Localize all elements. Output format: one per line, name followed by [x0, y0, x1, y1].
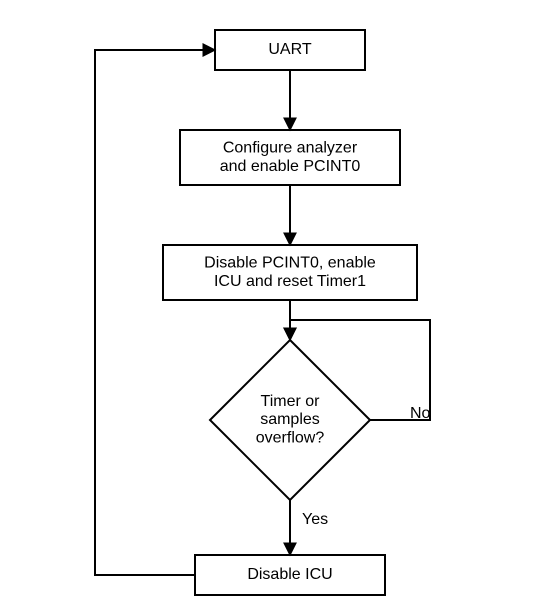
label-no: No — [410, 405, 431, 422]
edge-feedback — [95, 50, 215, 575]
node-disable-icu-text: Disable ICU — [247, 566, 332, 583]
node-uart-text: UART — [268, 41, 311, 58]
node-decision-text: Timer or — [261, 393, 321, 410]
flowchart: UART Configure analyzerand enable PCINT0 D… — [0, 0, 539, 600]
node-configure-text: Configure analyzer — [223, 140, 358, 157]
node-disable-pcint0-text: Disable PCINT0, enable — [204, 255, 376, 272]
node-decision-text: overflow? — [256, 430, 325, 447]
node-configure-text: and enable PCINT0 — [220, 158, 361, 175]
node-decision-text: samples — [260, 411, 320, 428]
label-yes: Yes — [302, 511, 328, 528]
node-disable-pcint0-text: ICU and reset Timer1 — [214, 273, 366, 290]
